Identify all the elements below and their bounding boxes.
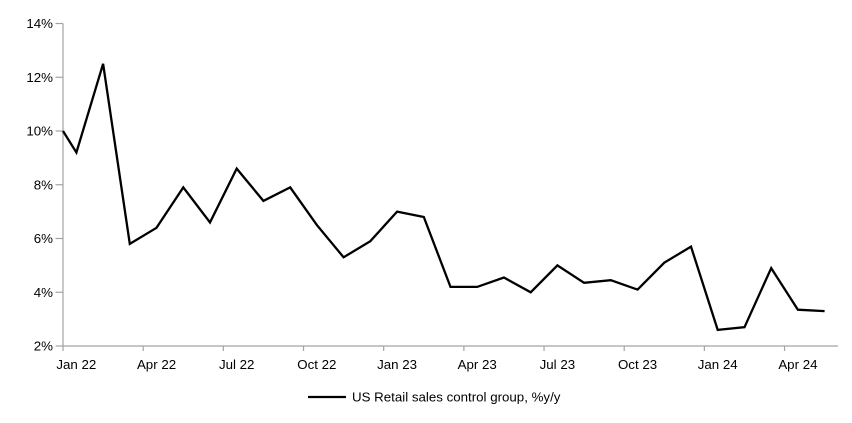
x-tick-label: Jan 23 <box>377 357 417 372</box>
axes <box>62 23 838 347</box>
y-tick-label: 14% <box>26 16 53 31</box>
y-tick-label: 4% <box>34 285 53 300</box>
y-tick-label: 12% <box>26 70 53 85</box>
retail-sales-series-line <box>62 63 825 332</box>
legend: US Retail sales control group, %y/y <box>308 390 561 405</box>
y-tick-label: 8% <box>34 177 53 192</box>
axis-labels: 2% 4% 6% 8% 10% 12% 14% Jan 22 Apr 22 Jul 22 Oct 2… <box>26 16 817 372</box>
series-line-group <box>62 63 825 332</box>
x-tick-label: Oct 22 <box>297 357 336 372</box>
x-tick-label: Jul 22 <box>219 357 254 372</box>
tick-marks <box>55 22 786 351</box>
x-tick-label: Apr 22 <box>137 357 176 372</box>
x-tick-label: Oct 23 <box>618 357 657 372</box>
x-tick-label: Jan 24 <box>698 357 738 372</box>
x-tick-label: Jul 23 <box>540 357 575 372</box>
y-tick-label: 2% <box>34 339 53 354</box>
x-tick-label: Apr 23 <box>458 357 497 372</box>
y-tick-label: 6% <box>34 231 53 246</box>
x-tick-label: Jan 22 <box>56 357 96 372</box>
x-tick-label: Apr 24 <box>778 357 817 372</box>
legend-label: US Retail sales control group, %y/y <box>352 390 561 405</box>
y-tick-label: 10% <box>26 124 53 139</box>
